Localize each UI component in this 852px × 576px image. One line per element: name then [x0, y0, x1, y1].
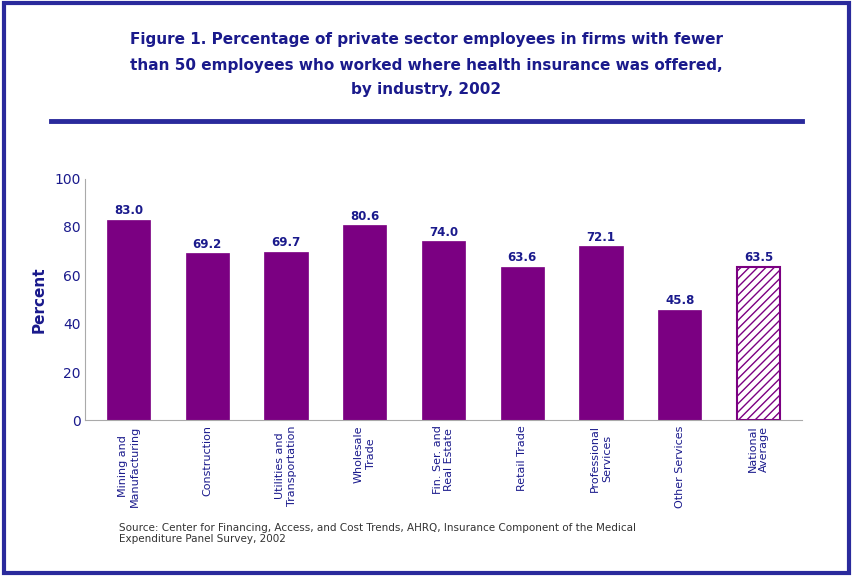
Bar	[422, 241, 464, 420]
Text: 63.6: 63.6	[507, 251, 536, 264]
Y-axis label: Percent: Percent	[32, 266, 47, 333]
Text: 69.7: 69.7	[271, 236, 301, 249]
Text: 45.8: 45.8	[665, 294, 694, 307]
Bar	[343, 225, 386, 420]
Text: 63.5: 63.5	[743, 252, 772, 264]
Text: Figure 1. Percentage of private sector employees in firms with fewer: Figure 1. Percentage of private sector e…	[130, 32, 722, 47]
Bar	[106, 219, 150, 420]
Bar	[579, 246, 622, 420]
Bar	[658, 310, 700, 420]
Text: 83.0: 83.0	[114, 204, 143, 217]
Text: by industry, 2002: by industry, 2002	[351, 82, 501, 97]
Text: 74.0: 74.0	[429, 226, 458, 239]
Text: 69.2: 69.2	[193, 238, 222, 251]
Bar	[500, 267, 544, 420]
Bar	[186, 253, 228, 420]
Bar	[736, 267, 780, 420]
Bar	[264, 252, 308, 420]
Text: Source: Center for Financing, Access, and Cost Trends, AHRQ, Insurance Component: Source: Center for Financing, Access, an…	[119, 523, 636, 544]
Text: 80.6: 80.6	[350, 210, 379, 223]
Text: 72.1: 72.1	[586, 230, 615, 244]
Text: than 50 employees who worked where health insurance was offered,: than 50 employees who worked where healt…	[130, 58, 722, 73]
